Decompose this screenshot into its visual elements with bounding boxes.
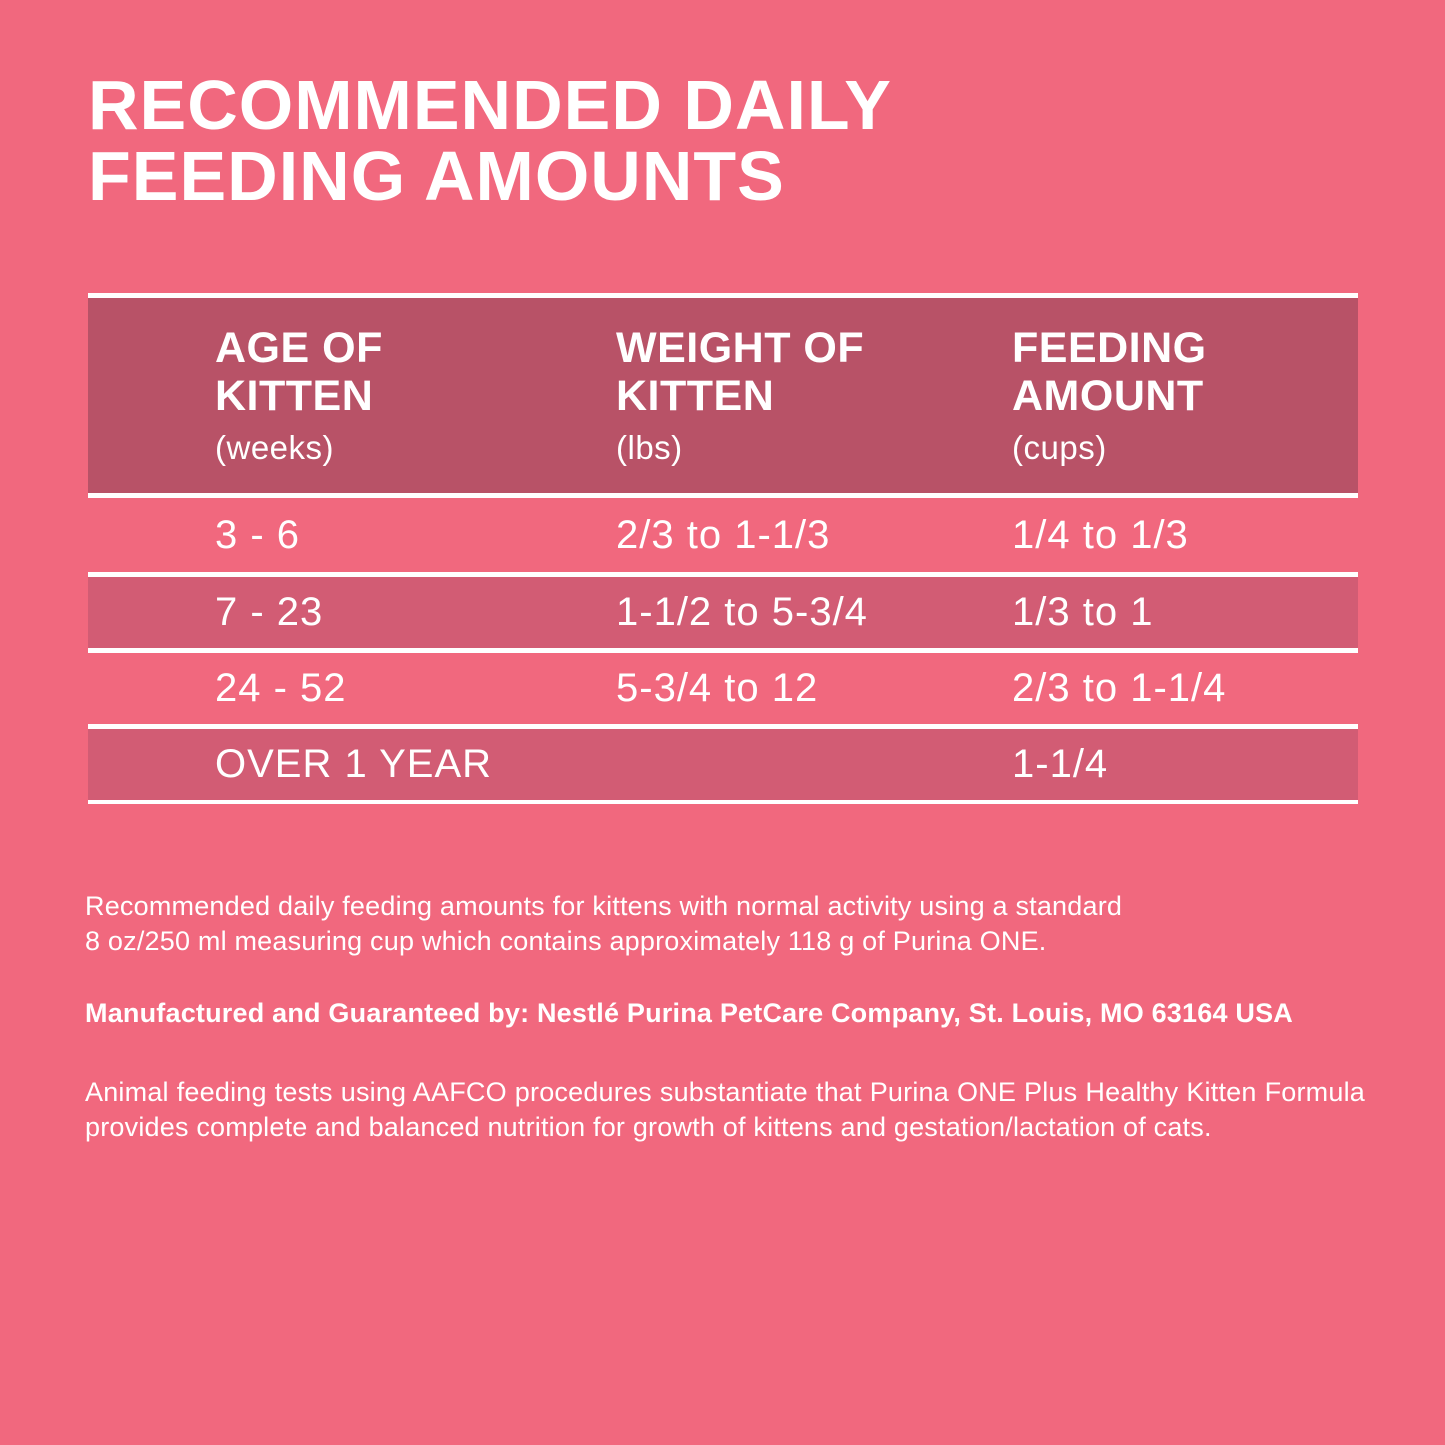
- table-row: 7 - 23 1-1/2 to 5-3/4 1/3 to 1: [88, 577, 1358, 648]
- feeding-cell: 2/3 to 1-1/4: [1012, 666, 1227, 710]
- note-measuring-cup: Recommended daily feeding amounts for ki…: [85, 891, 1123, 956]
- column-header-feeding-label: FEEDING AMOUNT: [1012, 324, 1207, 420]
- feeding-table: AGE OF KITTEN (weeks) WEIGHT OF KITTEN (…: [88, 293, 1358, 804]
- age-cell: 24 - 52: [215, 666, 347, 710]
- feeding-cell: 1-1/4: [1012, 742, 1109, 786]
- header-spacer: [88, 324, 215, 493]
- table-header-row: AGE OF KITTEN (weeks) WEIGHT OF KITTEN (…: [88, 298, 1358, 493]
- weight-cell: 2/3 to 1-1/3: [616, 512, 831, 557]
- table-row: 24 - 52 5-3/4 to 12 2/3 to 1-1/4: [88, 653, 1358, 724]
- column-header-feeding-unit: (cups): [1012, 429, 1107, 466]
- column-header-weight-label: WEIGHT OF KITTEN: [616, 324, 865, 420]
- column-header-weight: WEIGHT OF KITTEN (lbs): [616, 324, 1012, 493]
- weight-cell: 1-1/2 to 5-3/4: [616, 590, 868, 634]
- column-header-weight-unit: (lbs): [616, 429, 683, 466]
- column-header-feeding: FEEDING AMOUNT (cups): [1012, 324, 1358, 493]
- column-header-age-label: AGE OF KITTEN: [215, 324, 383, 420]
- note-aafco-statement: Animal feeding tests using AAFCO procedu…: [85, 1077, 1365, 1142]
- column-header-age: AGE OF KITTEN (weeks): [215, 324, 616, 493]
- table-row: OVER 1 YEAR 1-1/4: [88, 729, 1358, 800]
- note-manufacturer: Manufactured and Guaranteed by: Nestlé P…: [85, 998, 1293, 1028]
- age-cell: 7 - 23: [215, 590, 324, 634]
- age-cell: 3 - 6: [215, 512, 301, 557]
- age-cell: OVER 1 YEAR: [215, 742, 493, 786]
- feeding-cell: 1/4 to 1/3: [1012, 512, 1189, 557]
- column-header-age-unit: (weeks): [215, 429, 335, 466]
- weight-cell: 5-3/4 to 12: [616, 666, 819, 710]
- page-title: RECOMMENDED DAILY FEEDING AMOUNTS: [88, 66, 892, 215]
- table-row: 3 - 6 2/3 to 1-1/3 1/4 to 1/3: [88, 498, 1358, 572]
- feeding-cell: 1/3 to 1: [1012, 590, 1154, 634]
